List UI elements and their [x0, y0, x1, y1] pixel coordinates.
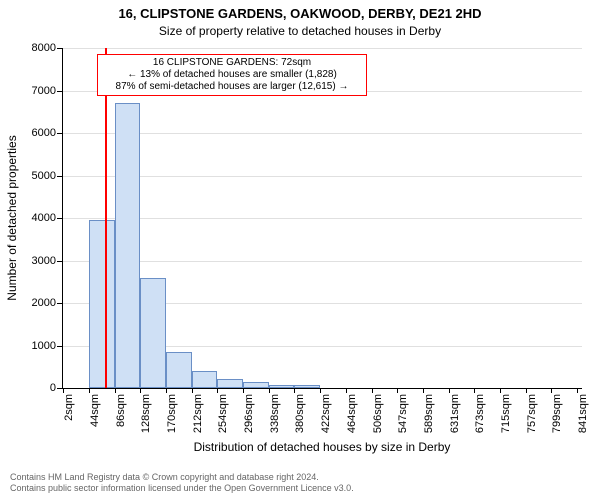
chart-subtitle: Size of property relative to detached ho…	[0, 24, 600, 38]
y-tick-label: 8000	[32, 42, 56, 54]
histogram-bar	[192, 371, 218, 388]
x-tick-label: 841sqm	[577, 394, 589, 433]
histogram-bar	[217, 379, 243, 388]
annotation-line: ← 13% of detached houses are smaller (1,…	[102, 69, 362, 81]
x-tick-label: 338sqm	[269, 394, 281, 433]
x-tick-label: 86sqm	[115, 394, 127, 427]
x-tick-label: 2sqm	[63, 394, 75, 421]
x-tick-label: 673sqm	[474, 394, 486, 433]
x-tick-label: 757sqm	[526, 394, 538, 433]
x-tick-label: 44sqm	[89, 394, 101, 427]
footer-line-2: Contains public sector information licen…	[10, 483, 354, 494]
y-tick-label: 3000	[32, 255, 56, 267]
x-tick-label: 422sqm	[320, 394, 332, 433]
histogram-bar	[166, 352, 192, 388]
y-tick-label: 1000	[32, 340, 56, 352]
x-tick-label: 128sqm	[140, 394, 152, 433]
x-tick-label: 589sqm	[423, 394, 435, 433]
x-axis-label: Distribution of detached houses by size …	[62, 440, 582, 454]
x-tick-label: 506sqm	[372, 394, 384, 433]
plot-area: 0100020003000400050006000700080002sqm44s…	[62, 48, 582, 388]
y-tick-label: 2000	[32, 297, 56, 309]
annotation-box: 16 CLIPSTONE GARDENS: 72sqm← 13% of deta…	[97, 54, 367, 96]
grid-line	[62, 48, 582, 49]
y-tick-label: 5000	[32, 170, 56, 182]
histogram-bar	[115, 103, 141, 388]
x-tick-label: 631sqm	[449, 394, 461, 433]
annotation-line: 87% of semi-detached houses are larger (…	[102, 81, 362, 93]
x-tick-label: 170sqm	[166, 394, 178, 433]
y-tick-label: 4000	[32, 212, 56, 224]
x-tick-label: 296sqm	[243, 394, 255, 433]
footer-attribution: Contains HM Land Registry data © Crown c…	[10, 472, 354, 495]
chart-container: { "chart": { "type": "histogram", "title…	[0, 0, 600, 500]
x-tick-label: 715sqm	[500, 394, 512, 433]
y-tick-label: 7000	[32, 85, 56, 97]
y-axis-label: Number of detached properties	[5, 135, 19, 300]
histogram-bar	[140, 278, 166, 389]
x-tick-label: 254sqm	[217, 394, 229, 433]
x-tick-label: 799sqm	[551, 394, 563, 433]
histogram-bar	[89, 220, 115, 388]
x-tick-label: 464sqm	[346, 394, 358, 433]
marker-line	[105, 48, 107, 388]
y-tick-label: 6000	[32, 127, 56, 139]
chart-title: 16, CLIPSTONE GARDENS, OAKWOOD, DERBY, D…	[0, 6, 600, 21]
footer-line-1: Contains HM Land Registry data © Crown c…	[10, 472, 354, 483]
x-tick-label: 547sqm	[397, 394, 409, 433]
x-tick-label: 380sqm	[294, 394, 306, 433]
x-tick-label: 212sqm	[192, 394, 204, 433]
y-tick-label: 0	[50, 382, 56, 394]
annotation-line: 16 CLIPSTONE GARDENS: 72sqm	[102, 57, 362, 69]
